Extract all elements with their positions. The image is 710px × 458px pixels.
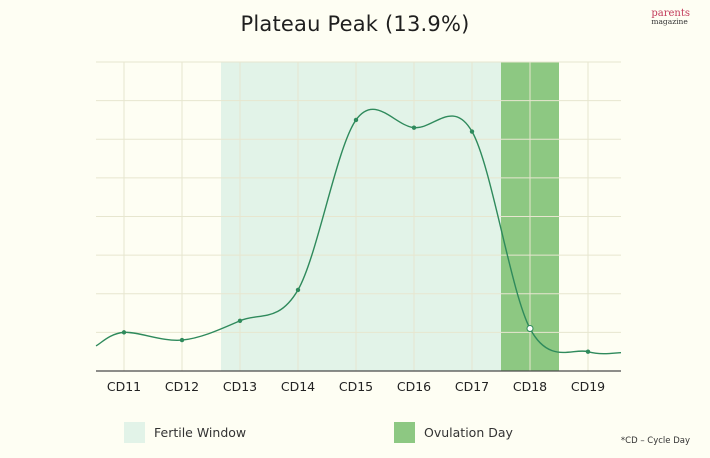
brand-logo-line1: parents: [651, 8, 690, 19]
x-tick-labels: CD11 CD12 CD13 CD14 CD15 CD16 CD17 CD18 CD19: [107, 379, 605, 394]
x-tick-label-cd18: CD18: [513, 379, 547, 394]
legend-ovulation-day: Ovulation Day: [394, 422, 513, 443]
x-tick-label-cd12: CD12: [165, 379, 199, 394]
data-points: [121, 117, 591, 354]
x-tick-label-cd19: CD19: [571, 379, 605, 394]
x-tick-label-cd15: CD15: [339, 379, 373, 394]
footnote: *CD – Cycle Day: [620, 436, 690, 446]
legend-swatch-fertile: [124, 422, 145, 443]
brand-logo-line2: magazine: [651, 17, 688, 26]
data-point-cd19: [585, 349, 591, 354]
data-point-cd17: [469, 129, 475, 134]
data-point-cd18: [526, 325, 534, 333]
data-point-cd16: [411, 125, 417, 130]
x-tick-label-cd13: CD13: [223, 379, 257, 394]
legend-label-ovulation: Ovulation Day: [424, 425, 513, 440]
chart-title: Plateau Peak (13.9%): [240, 12, 470, 36]
data-point-cd12: [179, 337, 185, 343]
data-point-cd11: [121, 330, 127, 335]
x-tick-label-cd11: CD11: [107, 379, 141, 394]
x-tick-label-cd16: CD16: [397, 379, 431, 394]
legend-fertile-window: Fertile Window: [124, 422, 246, 443]
legend-label-fertile: Fertile Window: [154, 425, 247, 440]
data-point-cd13: [237, 318, 243, 323]
legend-swatch-ovulation: [394, 422, 415, 443]
brand-logo: parents magazine: [651, 8, 690, 26]
data-point-cd15: [353, 117, 359, 123]
x-tick-label-cd17: CD17: [455, 379, 489, 394]
x-tick-label-cd14: CD14: [281, 379, 315, 394]
data-point-cd14: [295, 287, 301, 293]
